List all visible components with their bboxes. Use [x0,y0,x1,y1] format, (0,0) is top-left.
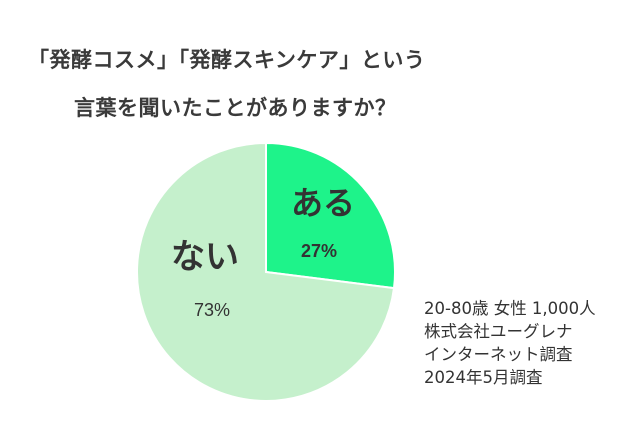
source-note-sample: 20-80歳 女性 1,000人 [424,299,596,318]
pie-slice-2 [136,141,396,402]
pie-slice-1 [265,141,396,290]
pie-slices [136,141,396,402]
slice-value-1: 27% [301,241,337,261]
chart-title-line-1: 「発酵コスメ」「発酵スキンケア」という [28,48,426,72]
slice-value-2: 73% [194,300,230,320]
source-note-date: 2024年5月調査 [424,368,543,387]
chart-title-line-2: 言葉を聞いたことがありますか？ [74,96,397,120]
source-note-method: インターネット調査 [424,345,573,364]
slice-label-2: ない [171,237,239,277]
source-note-company: 株式会社ユーグレナ [424,322,573,341]
slice-label-1: ある [291,184,355,222]
pie-labels: ある 27% ない 73% [171,184,355,320]
